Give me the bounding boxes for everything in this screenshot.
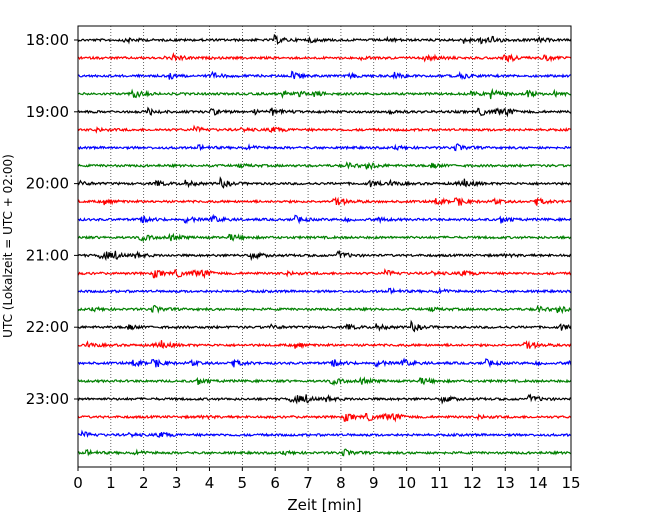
x-tick-label: 13 [496, 474, 515, 492]
seismogram-trace [77, 448, 572, 457]
seismogram-trace [77, 176, 572, 189]
seismogram-trace [77, 143, 572, 152]
x-tick-label: 6 [270, 474, 280, 492]
seismogram-trace [77, 357, 572, 369]
x-tick-label: 14 [529, 474, 548, 492]
x-tick-label: 12 [463, 474, 482, 492]
x-tick-label: 11 [430, 474, 449, 492]
seismogram-trace [77, 393, 572, 405]
seismogram-trace [77, 249, 572, 262]
seismogram-trace [77, 412, 572, 423]
seismogram-trace [77, 34, 572, 45]
x-tick-label: 1 [106, 474, 116, 492]
x-tick-label: 10 [397, 474, 416, 492]
seismogram-trace [77, 232, 572, 243]
seismogram-trace [77, 376, 572, 387]
y-axis: 18:00 19:00 20:00 21:00 22:00 23:00 [26, 31, 78, 408]
seismogram-trace [77, 429, 572, 439]
seismogram-trace [77, 213, 572, 225]
x-tick-label: 2 [139, 474, 149, 492]
trace-group [77, 34, 572, 457]
y-tick-label: 20:00 [26, 175, 69, 193]
seismogram-trace [77, 304, 572, 315]
x-tick-label: 5 [238, 474, 248, 492]
y-tick-label: 21:00 [26, 246, 69, 264]
seismogram-trace [77, 52, 572, 63]
seismogram-trace [77, 106, 572, 118]
y-tick-label: 22:00 [26, 318, 69, 336]
x-tick-label: 8 [336, 474, 346, 492]
seismogram-trace [77, 196, 572, 207]
x-tick-label: 15 [561, 474, 580, 492]
seismogram-trace [77, 286, 571, 295]
seismogram-trace [77, 70, 572, 81]
seismogram-trace [78, 87, 572, 100]
x-tick-label: 7 [303, 474, 313, 492]
y-tick-label: 19:00 [26, 103, 69, 121]
x-tick-label: 9 [369, 474, 379, 492]
x-axis-label: Zeit [min] [287, 496, 361, 514]
seismogram-trace [77, 124, 572, 134]
plot-frame [77, 25, 572, 468]
seismogram-trace [77, 340, 572, 350]
x-tick-label: 3 [172, 474, 182, 492]
seismogram-trace [77, 161, 572, 171]
x-axis: 0 1 2 3 4 5 6 7 8 9 10 11 12 13 14 15 [73, 467, 581, 492]
y-axis-label: UTC (Lokalzeit = UTC + 02:00) [1, 154, 15, 338]
y-tick-label: 23:00 [26, 390, 69, 408]
y-tick-label: 18:00 [26, 31, 69, 49]
seismogram-trace [77, 268, 572, 280]
x-tick-label: 4 [205, 474, 215, 492]
x-tick-label: 0 [73, 474, 83, 492]
seismogram-trace [77, 319, 572, 333]
